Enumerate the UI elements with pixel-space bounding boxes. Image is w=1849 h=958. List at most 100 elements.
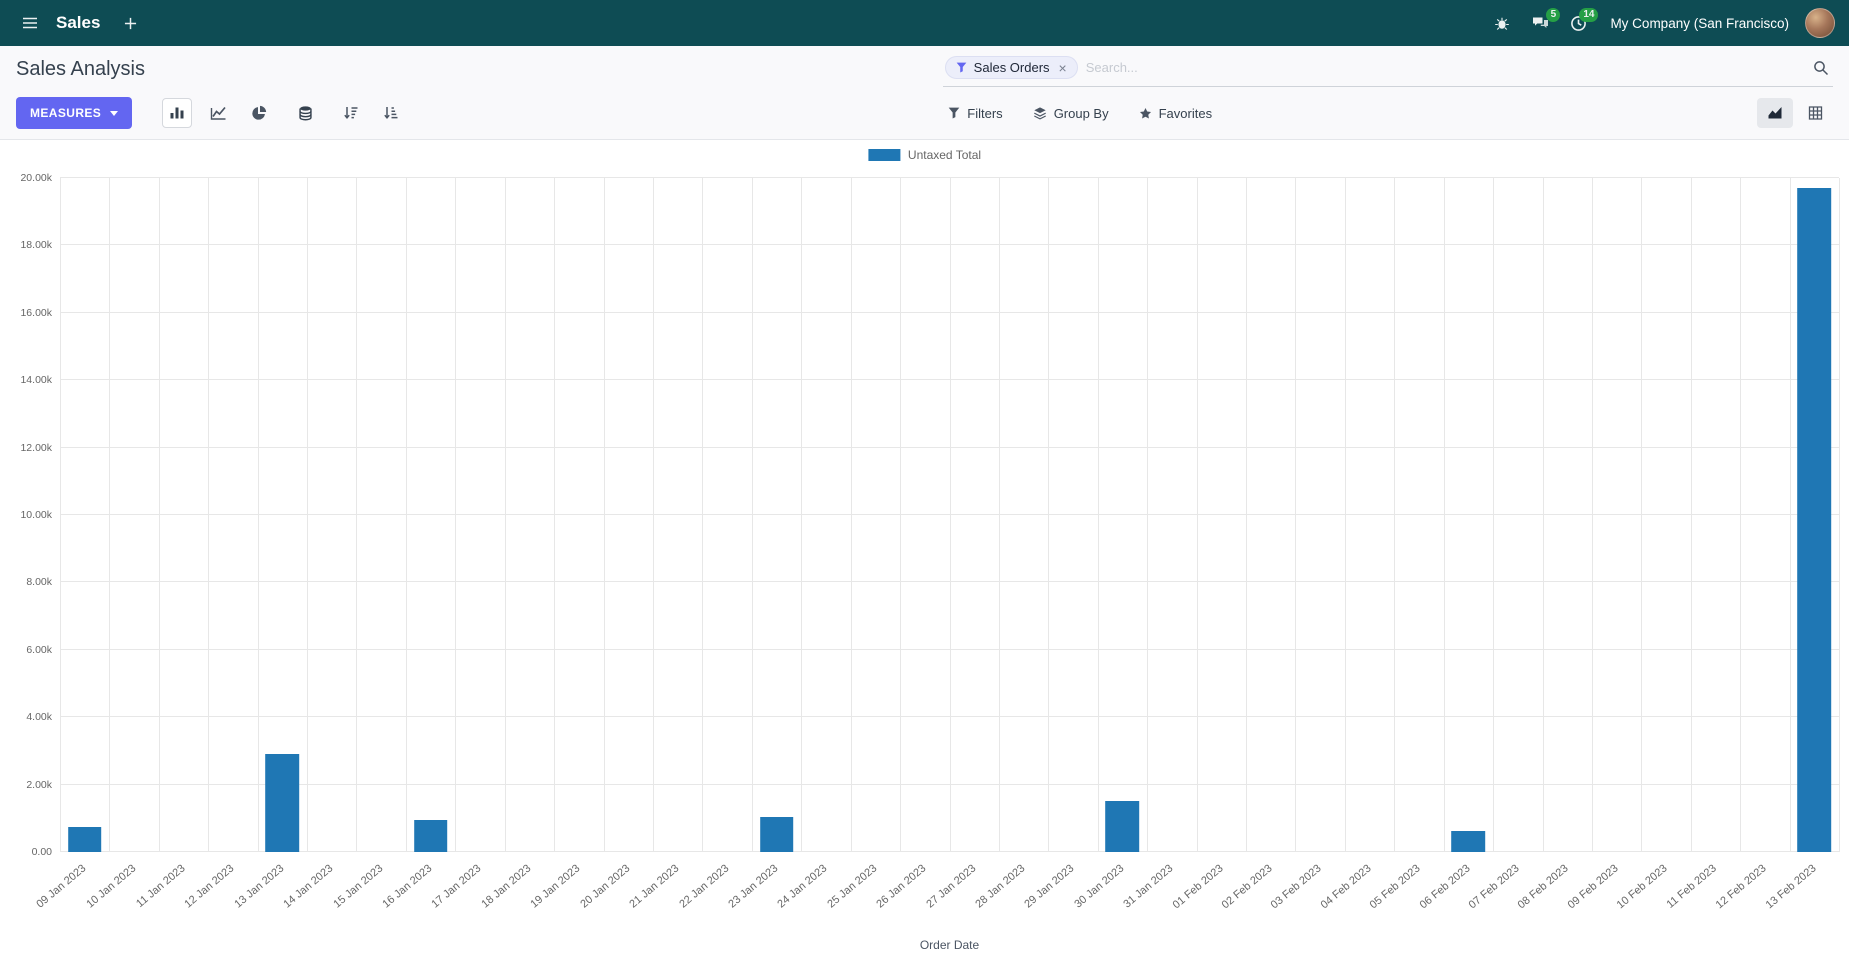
y-axis-tick-label: 18.00k (20, 239, 52, 252)
gridline-vertical (1740, 178, 1742, 852)
gridline-horizontal (60, 851, 1839, 852)
search-icon[interactable] (1813, 60, 1829, 76)
sort-ascending-icon (383, 105, 399, 121)
pie-chart-button[interactable] (244, 98, 274, 128)
bar-13-feb-2023[interactable] (1797, 188, 1832, 852)
gridline-vertical (257, 178, 259, 852)
bar-chart-icon (169, 105, 185, 121)
sort-descending-icon (343, 105, 359, 121)
gridline-vertical (1591, 178, 1593, 852)
gridline-horizontal (60, 177, 1839, 178)
bar-23-jan-2023[interactable] (759, 816, 794, 852)
gridline-vertical (504, 178, 506, 852)
x-axis-tick-label: 27 Jan 2023 (923, 862, 979, 911)
search-facet-sales-orders[interactable]: Sales Orders × (944, 56, 1078, 79)
legend-swatch (867, 149, 900, 161)
gridline-horizontal (60, 311, 1839, 313)
activities-button[interactable]: 14 (1562, 7, 1599, 39)
gridline-vertical (751, 178, 753, 852)
sort-group (336, 98, 406, 128)
gridline-vertical (554, 178, 556, 852)
sort-descending-button[interactable] (336, 98, 366, 128)
x-axis-tick-label: 22 Jan 2023 (676, 862, 731, 911)
line-chart-button[interactable] (203, 98, 233, 128)
stacked-database-icon (298, 105, 313, 121)
messages-button[interactable]: 5 (1524, 7, 1561, 39)
apps-menu-button[interactable] (14, 7, 46, 39)
gridline-vertical (1295, 178, 1297, 852)
gridline-horizontal (60, 514, 1839, 515)
y-axis-tick-label: 12.00k (20, 441, 52, 454)
legend-item-untaxed-total[interactable]: Untaxed Total (867, 148, 982, 162)
gridline-vertical (1641, 178, 1643, 852)
sort-ascending-button[interactable] (376, 98, 406, 128)
y-axis-tick-label: 10.00k (20, 509, 52, 521)
gridline-vertical (850, 178, 852, 852)
y-axis-tick-label: 4.00k (26, 711, 52, 724)
bar-13-jan-2023[interactable] (265, 754, 300, 852)
gridline-horizontal (60, 244, 1839, 246)
user-avatar[interactable] (1805, 8, 1835, 38)
company-switcher[interactable]: My Company (San Francisco) (1600, 10, 1799, 37)
x-axis-tick-label: 17 Jan 2023 (429, 862, 484, 911)
pie-chart-icon (251, 105, 267, 121)
bar-chart-button[interactable] (162, 98, 193, 128)
y-axis-tick-label: 16.00k (20, 306, 52, 319)
gridline-vertical (60, 178, 61, 852)
gridline-vertical (1196, 178, 1198, 852)
x-axis-tick-label: 12 Jan 2023 (182, 862, 237, 911)
debug-mode-button[interactable] (1486, 7, 1518, 39)
gridline-vertical (307, 178, 309, 852)
x-axis-tick-label: 02 Feb 2023 (1219, 862, 1275, 912)
activities-badge: 14 (1579, 8, 1599, 22)
measures-button[interactable]: MEASURES (16, 97, 133, 129)
gridline-vertical (603, 178, 605, 852)
filter-icon (956, 62, 967, 73)
gridline-vertical (1344, 178, 1346, 852)
app-name[interactable]: Sales (56, 13, 101, 32)
facet-remove-button[interactable]: × (1058, 59, 1067, 76)
x-axis-tick-label: 15 Jan 2023 (330, 862, 386, 911)
messages-badge: 5 (1546, 8, 1561, 22)
gridline-vertical (1542, 178, 1544, 852)
gridline-vertical (109, 178, 111, 852)
favorites-button[interactable]: Favorites (1137, 101, 1214, 126)
graph-view-button[interactable] (1757, 98, 1793, 128)
x-axis-tick-label: 01 Feb 2023 (1170, 862, 1226, 912)
bug-icon (1494, 15, 1510, 31)
chart-section: Untaxed Total 0.00 2.00k 4.00k 6.00k 8.00k 10… (0, 140, 1849, 958)
star-icon (1139, 107, 1152, 120)
gridline-vertical (455, 178, 457, 852)
gridline-vertical (949, 178, 951, 852)
gridline-vertical (1690, 178, 1692, 852)
gridline-vertical (405, 178, 407, 852)
gridline-vertical (998, 178, 1000, 852)
filters-button[interactable]: Filters (946, 101, 1004, 126)
x-axis-tick-label: 03 Feb 2023 (1268, 862, 1324, 912)
bar-09-jan-2023[interactable] (67, 826, 102, 852)
chat-bubbles-icon (1532, 15, 1549, 31)
bar-30-jan-2023[interactable] (1105, 801, 1140, 852)
bar-16-jan-2023[interactable] (413, 820, 448, 852)
gridline-vertical (356, 178, 358, 852)
top-navbar: Sales 5 14 My Company (San Francisco) (0, 0, 1849, 46)
x-axis-tick-label: 07 Feb 2023 (1466, 862, 1522, 912)
x-axis-title: Order Date (919, 938, 980, 952)
bar-06-feb-2023[interactable] (1451, 831, 1486, 852)
search-bar[interactable]: Sales Orders × (942, 54, 1833, 87)
pivot-view-button[interactable] (1797, 98, 1833, 128)
group-by-button[interactable]: Group By (1031, 101, 1111, 126)
x-axis-tick-label: 11 Jan 2023 (133, 862, 188, 911)
view-switcher (1757, 98, 1833, 128)
legend-label: Untaxed Total (907, 148, 982, 162)
x-axis-tick-label: 06 Feb 2023 (1417, 862, 1473, 912)
x-axis-tick-label: 26 Jan 2023 (874, 862, 929, 911)
x-axis-tick-label: 14 Jan 2023 (281, 862, 336, 911)
gridline-horizontal (60, 783, 1839, 785)
y-axis-tick-label: 14.00k (20, 374, 52, 387)
stacked-toggle-button[interactable] (290, 98, 320, 128)
new-window-button[interactable] (114, 7, 146, 39)
x-axis-tick-label: 24 Jan 2023 (775, 862, 830, 911)
search-input[interactable] (1085, 60, 1805, 75)
filter-icon (948, 107, 960, 119)
